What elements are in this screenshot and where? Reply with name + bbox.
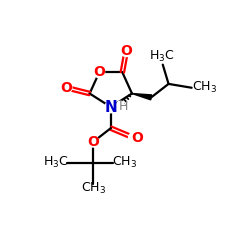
Text: CH$_3$: CH$_3$ — [112, 155, 137, 170]
Text: N: N — [104, 100, 117, 114]
Text: CH$_3$: CH$_3$ — [192, 80, 217, 95]
Text: O: O — [93, 65, 105, 79]
Text: O: O — [120, 44, 132, 58]
Circle shape — [121, 46, 132, 56]
Polygon shape — [132, 94, 152, 100]
Text: H$_3$C: H$_3$C — [149, 48, 174, 64]
Circle shape — [116, 101, 124, 109]
Circle shape — [88, 136, 99, 147]
Text: CH$_3$: CH$_3$ — [81, 181, 106, 196]
Circle shape — [61, 82, 72, 93]
Text: H$_3$C: H$_3$C — [43, 155, 69, 170]
Text: O: O — [88, 135, 100, 149]
Circle shape — [105, 101, 117, 113]
Text: O: O — [60, 81, 72, 95]
Circle shape — [128, 132, 139, 143]
Text: O: O — [131, 131, 143, 145]
Circle shape — [94, 67, 105, 78]
Text: H: H — [119, 100, 128, 112]
